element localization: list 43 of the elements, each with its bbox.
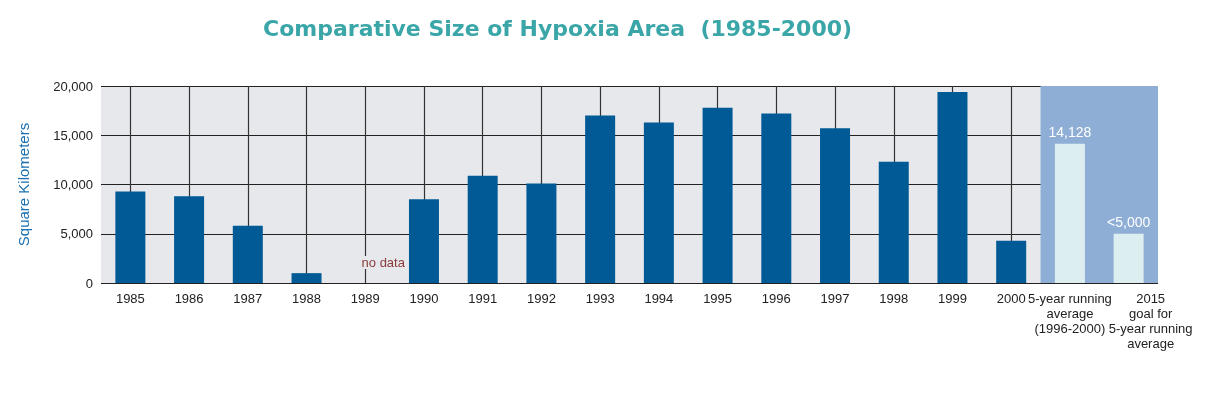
- data-label: <5,000: [1107, 213, 1151, 230]
- x-tick-label: 1986: [174, 291, 204, 306]
- bar: [878, 161, 909, 283]
- data-label: 14,128: [1048, 123, 1092, 140]
- x-tick-label: 1985: [115, 291, 145, 306]
- bar: [937, 91, 968, 283]
- y-axis-title: Square Kilometers: [15, 122, 32, 247]
- x-tick-label: 1987: [233, 291, 263, 306]
- bar: [291, 273, 322, 283]
- y-tick-label: 10,000: [53, 177, 93, 192]
- bar: [1054, 143, 1085, 283]
- bar: [115, 191, 146, 283]
- bar: [1113, 233, 1144, 283]
- x-tick-label: 1999: [938, 291, 967, 306]
- bar: [526, 183, 557, 283]
- bar: [996, 240, 1027, 283]
- chart-title: Comparative Size of Hypoxia Area (1985-2000): [263, 15, 853, 41]
- bar: [643, 122, 674, 283]
- x-tick-label: 1998: [879, 291, 909, 306]
- x-tick-label: 1992: [526, 291, 556, 306]
- x-tick-label: 1994: [644, 291, 674, 306]
- y-tick-label: 5,000: [60, 226, 93, 242]
- x-tick-label: 1996: [761, 291, 791, 306]
- y-tick-label: 15,000: [53, 127, 93, 143]
- x-tick-label: 1991: [468, 291, 498, 306]
- x-tick-label: 1988: [292, 291, 321, 306]
- bar: [408, 199, 439, 283]
- bar: [467, 175, 498, 283]
- bar: [174, 196, 205, 283]
- bar: [702, 107, 733, 283]
- x-tick-label: 1989: [350, 291, 380, 306]
- y-tick-label: 20,000: [53, 78, 93, 94]
- x-tick-label: 1990: [409, 291, 439, 306]
- bar: [585, 115, 616, 283]
- bar: [820, 128, 851, 283]
- x-tick-label: 1993: [585, 291, 615, 306]
- x-tick-label: 2000: [996, 291, 1026, 306]
- bar: [761, 113, 792, 283]
- y-tick-label: 0: [85, 275, 93, 291]
- bar: [232, 225, 263, 283]
- x-tick-label: 1997: [820, 291, 850, 306]
- x-tick-label: 1995: [703, 291, 733, 306]
- annotation: no data: [361, 255, 406, 270]
